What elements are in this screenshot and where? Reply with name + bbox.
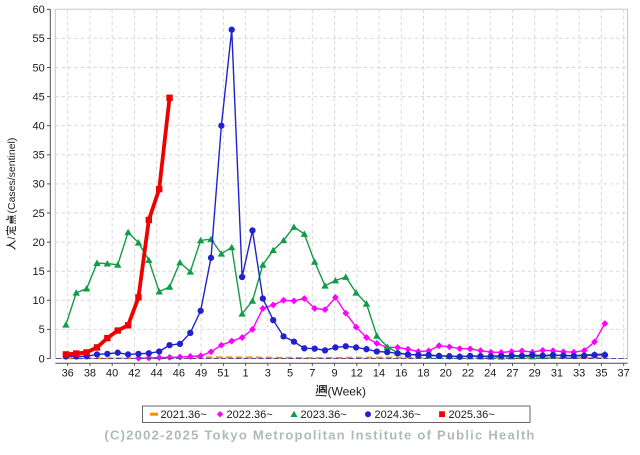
svg-text:15: 15 — [33, 266, 45, 278]
svg-text:46: 46 — [173, 368, 185, 380]
svg-text:20: 20 — [33, 237, 45, 249]
svg-text:55: 55 — [33, 33, 45, 45]
svg-text:10: 10 — [33, 295, 45, 307]
svg-text:(Week): (Week) — [328, 385, 366, 399]
svg-text:49: 49 — [195, 368, 207, 380]
svg-text:37: 37 — [618, 368, 630, 380]
svg-text:36: 36 — [62, 368, 74, 380]
svg-text:2024.36~: 2024.36~ — [375, 409, 421, 421]
svg-text:29: 29 — [529, 368, 541, 380]
svg-text:40: 40 — [106, 368, 118, 380]
svg-text:45: 45 — [33, 91, 45, 103]
svg-text:18: 18 — [417, 368, 429, 380]
svg-text:0: 0 — [39, 353, 45, 365]
svg-text:1: 1 — [243, 368, 249, 380]
svg-text:30: 30 — [33, 179, 45, 191]
svg-text:16: 16 — [395, 368, 407, 380]
svg-text:5: 5 — [287, 368, 293, 380]
svg-text:44: 44 — [151, 368, 163, 380]
svg-text:31: 31 — [551, 368, 563, 380]
svg-text:25: 25 — [33, 208, 45, 220]
svg-text:7: 7 — [309, 368, 315, 380]
svg-text:2021.36~: 2021.36~ — [161, 409, 207, 421]
svg-text:9: 9 — [331, 368, 337, 380]
svg-text:/: / — [6, 237, 18, 240]
svg-text:42: 42 — [128, 368, 140, 380]
svg-text:38: 38 — [84, 368, 96, 380]
svg-text:60: 60 — [33, 4, 45, 16]
svg-text:22: 22 — [462, 368, 474, 380]
svg-text:33: 33 — [573, 368, 585, 380]
svg-text:35: 35 — [33, 150, 45, 162]
svg-text:2025.36~: 2025.36~ — [449, 409, 495, 421]
svg-text:3: 3 — [265, 368, 271, 380]
svg-text:14: 14 — [373, 368, 385, 380]
svg-text:27: 27 — [506, 368, 518, 380]
svg-text:40: 40 — [33, 121, 45, 133]
svg-text:20: 20 — [440, 368, 452, 380]
svg-text:50: 50 — [33, 62, 45, 74]
svg-text:(Cases/sentinel): (Cases/sentinel) — [6, 138, 18, 214]
svg-text:51: 51 — [217, 368, 229, 380]
svg-text:2023.36~: 2023.36~ — [301, 409, 347, 421]
svg-text:12: 12 — [351, 368, 363, 380]
svg-text:24: 24 — [484, 368, 496, 380]
svg-text:(C)2002-2025 Tokyo Metropolita: (C)2002-2025 Tokyo Metropolitan Institut… — [104, 428, 535, 443]
svg-text:35: 35 — [595, 368, 607, 380]
svg-text:2022.36~: 2022.36~ — [227, 409, 273, 421]
svg-text:5: 5 — [39, 324, 45, 336]
